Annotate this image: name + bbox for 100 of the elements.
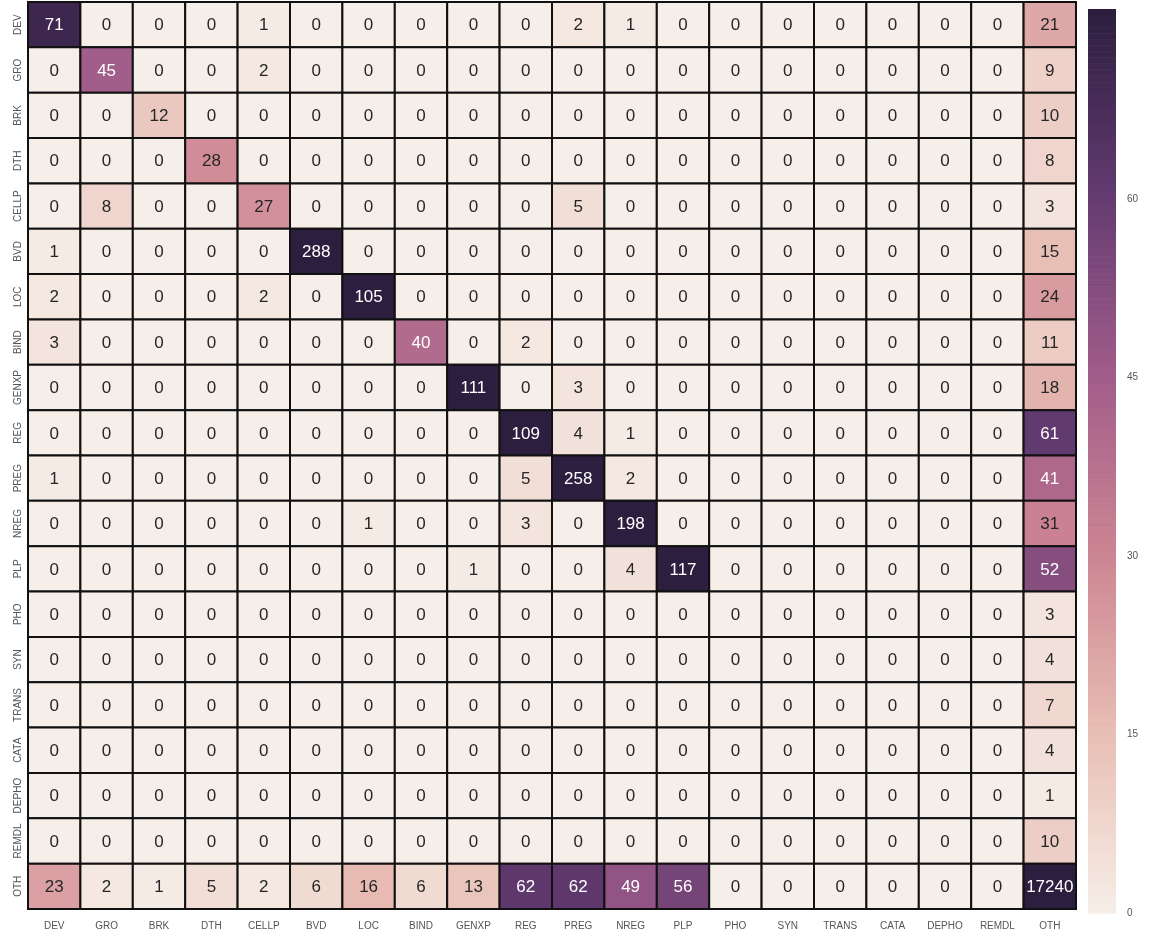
data-label: 28 — [201, 151, 221, 171]
data-label: 0 — [521, 151, 531, 171]
data-label: 0 — [730, 604, 741, 624]
data-label: 0 — [363, 695, 374, 715]
data-label: 0 — [940, 514, 950, 534]
data-label: 0 — [835, 786, 845, 806]
data-label: 0 — [311, 786, 321, 806]
data-label: 6 — [416, 877, 426, 897]
data-label: 0 — [678, 287, 688, 307]
data-label: 0 — [259, 514, 269, 534]
x-tick-label: LOC — [358, 919, 379, 931]
data-label: 0 — [363, 242, 374, 262]
data-label: 0 — [416, 831, 426, 851]
data-label: 2 — [49, 287, 59, 307]
data-label: 0 — [363, 831, 374, 851]
data-label: 0 — [573, 242, 583, 262]
data-label: 0 — [154, 378, 164, 398]
data-label: 15 — [1040, 242, 1060, 262]
data-label: 0 — [416, 786, 426, 806]
data-label: 0 — [101, 740, 112, 760]
data-label: 0 — [783, 695, 793, 715]
data-label: 0 — [835, 695, 845, 715]
data-label: 0 — [783, 604, 793, 624]
data-label: 0 — [678, 378, 688, 398]
data-label: 0 — [521, 740, 531, 760]
data-label: 16 — [359, 877, 379, 897]
data-label: 4 — [1045, 740, 1055, 760]
data-label: 2 — [101, 877, 112, 897]
data-label: 0 — [887, 287, 898, 307]
data-label: 0 — [101, 604, 112, 624]
data-label: 0 — [49, 196, 59, 216]
data-label: 0 — [416, 378, 426, 398]
data-label: 0 — [363, 786, 374, 806]
data-label: 0 — [783, 650, 793, 670]
data-label: 0 — [416, 196, 426, 216]
data-label: 5 — [206, 877, 217, 897]
data-label: 288 — [302, 242, 331, 262]
data-label: 0 — [468, 831, 479, 851]
data-label: 0 — [887, 877, 898, 897]
data-label: 0 — [887, 106, 898, 126]
data-label: 0 — [573, 604, 583, 624]
color-bar-label: 15 — [1127, 728, 1139, 740]
x-tick-label: NREG — [616, 919, 646, 931]
data-label: 3 — [521, 514, 531, 534]
data-label: 7 — [1045, 695, 1055, 715]
data-label: 0 — [678, 695, 688, 715]
data-label: 0 — [730, 196, 741, 216]
data-label: 52 — [1040, 559, 1060, 579]
y-tick-label: GENXP — [11, 369, 23, 405]
data-label: 0 — [730, 106, 741, 126]
data-label: 0 — [678, 196, 688, 216]
data-label: 0 — [259, 559, 269, 579]
data-label: 8 — [101, 196, 112, 216]
data-label: 2 — [259, 60, 269, 80]
data-label: 0 — [992, 740, 1003, 760]
data-label: 0 — [678, 151, 688, 171]
data-label: 0 — [887, 604, 898, 624]
data-label: 0 — [206, 695, 217, 715]
x-tick-label: BRK — [148, 919, 170, 931]
data-label: 0 — [101, 242, 112, 262]
data-label: 0 — [154, 604, 164, 624]
data-label: 0 — [625, 650, 636, 670]
data-label: 0 — [835, 378, 845, 398]
data-label: 0 — [783, 332, 793, 352]
data-label: 0 — [363, 604, 374, 624]
data-label: 1 — [625, 15, 636, 35]
data-label: 0 — [206, 559, 217, 579]
data-label: 0 — [363, 106, 374, 126]
data-label: 0 — [730, 786, 741, 806]
data-label: 0 — [992, 332, 1003, 352]
data-label: 0 — [940, 332, 950, 352]
y-tick-label: CELLP — [11, 189, 23, 222]
data-label: 0 — [154, 287, 164, 307]
data-label: 0 — [678, 242, 688, 262]
data-label: 0 — [573, 786, 583, 806]
data-label: 0 — [521, 786, 531, 806]
data-label: 0 — [887, 196, 898, 216]
data-label: 0 — [468, 468, 479, 488]
data-label: 0 — [101, 15, 112, 35]
data-label: 0 — [154, 151, 164, 171]
data-label: 0 — [101, 514, 112, 534]
y-tick-label: PREG — [11, 463, 23, 493]
x-tick-label: GRO — [95, 919, 119, 931]
data-label: 0 — [678, 740, 688, 760]
data-label: 0 — [468, 151, 479, 171]
data-label: 0 — [940, 423, 950, 443]
data-label: 0 — [730, 514, 741, 534]
data-label: 0 — [992, 604, 1003, 624]
data-label: 0 — [940, 287, 950, 307]
data-label: 0 — [416, 151, 426, 171]
data-label: 0 — [678, 60, 688, 80]
data-label: 0 — [625, 151, 636, 171]
data-label: 0 — [206, 468, 217, 488]
data-label: 0 — [468, 15, 479, 35]
data-label: 0 — [154, 242, 164, 262]
data-label: 9 — [1045, 60, 1055, 80]
data-label: 0 — [573, 559, 583, 579]
data-label: 0 — [783, 423, 793, 443]
y-tick-label: SYN — [11, 649, 23, 670]
data-label: 0 — [311, 604, 321, 624]
